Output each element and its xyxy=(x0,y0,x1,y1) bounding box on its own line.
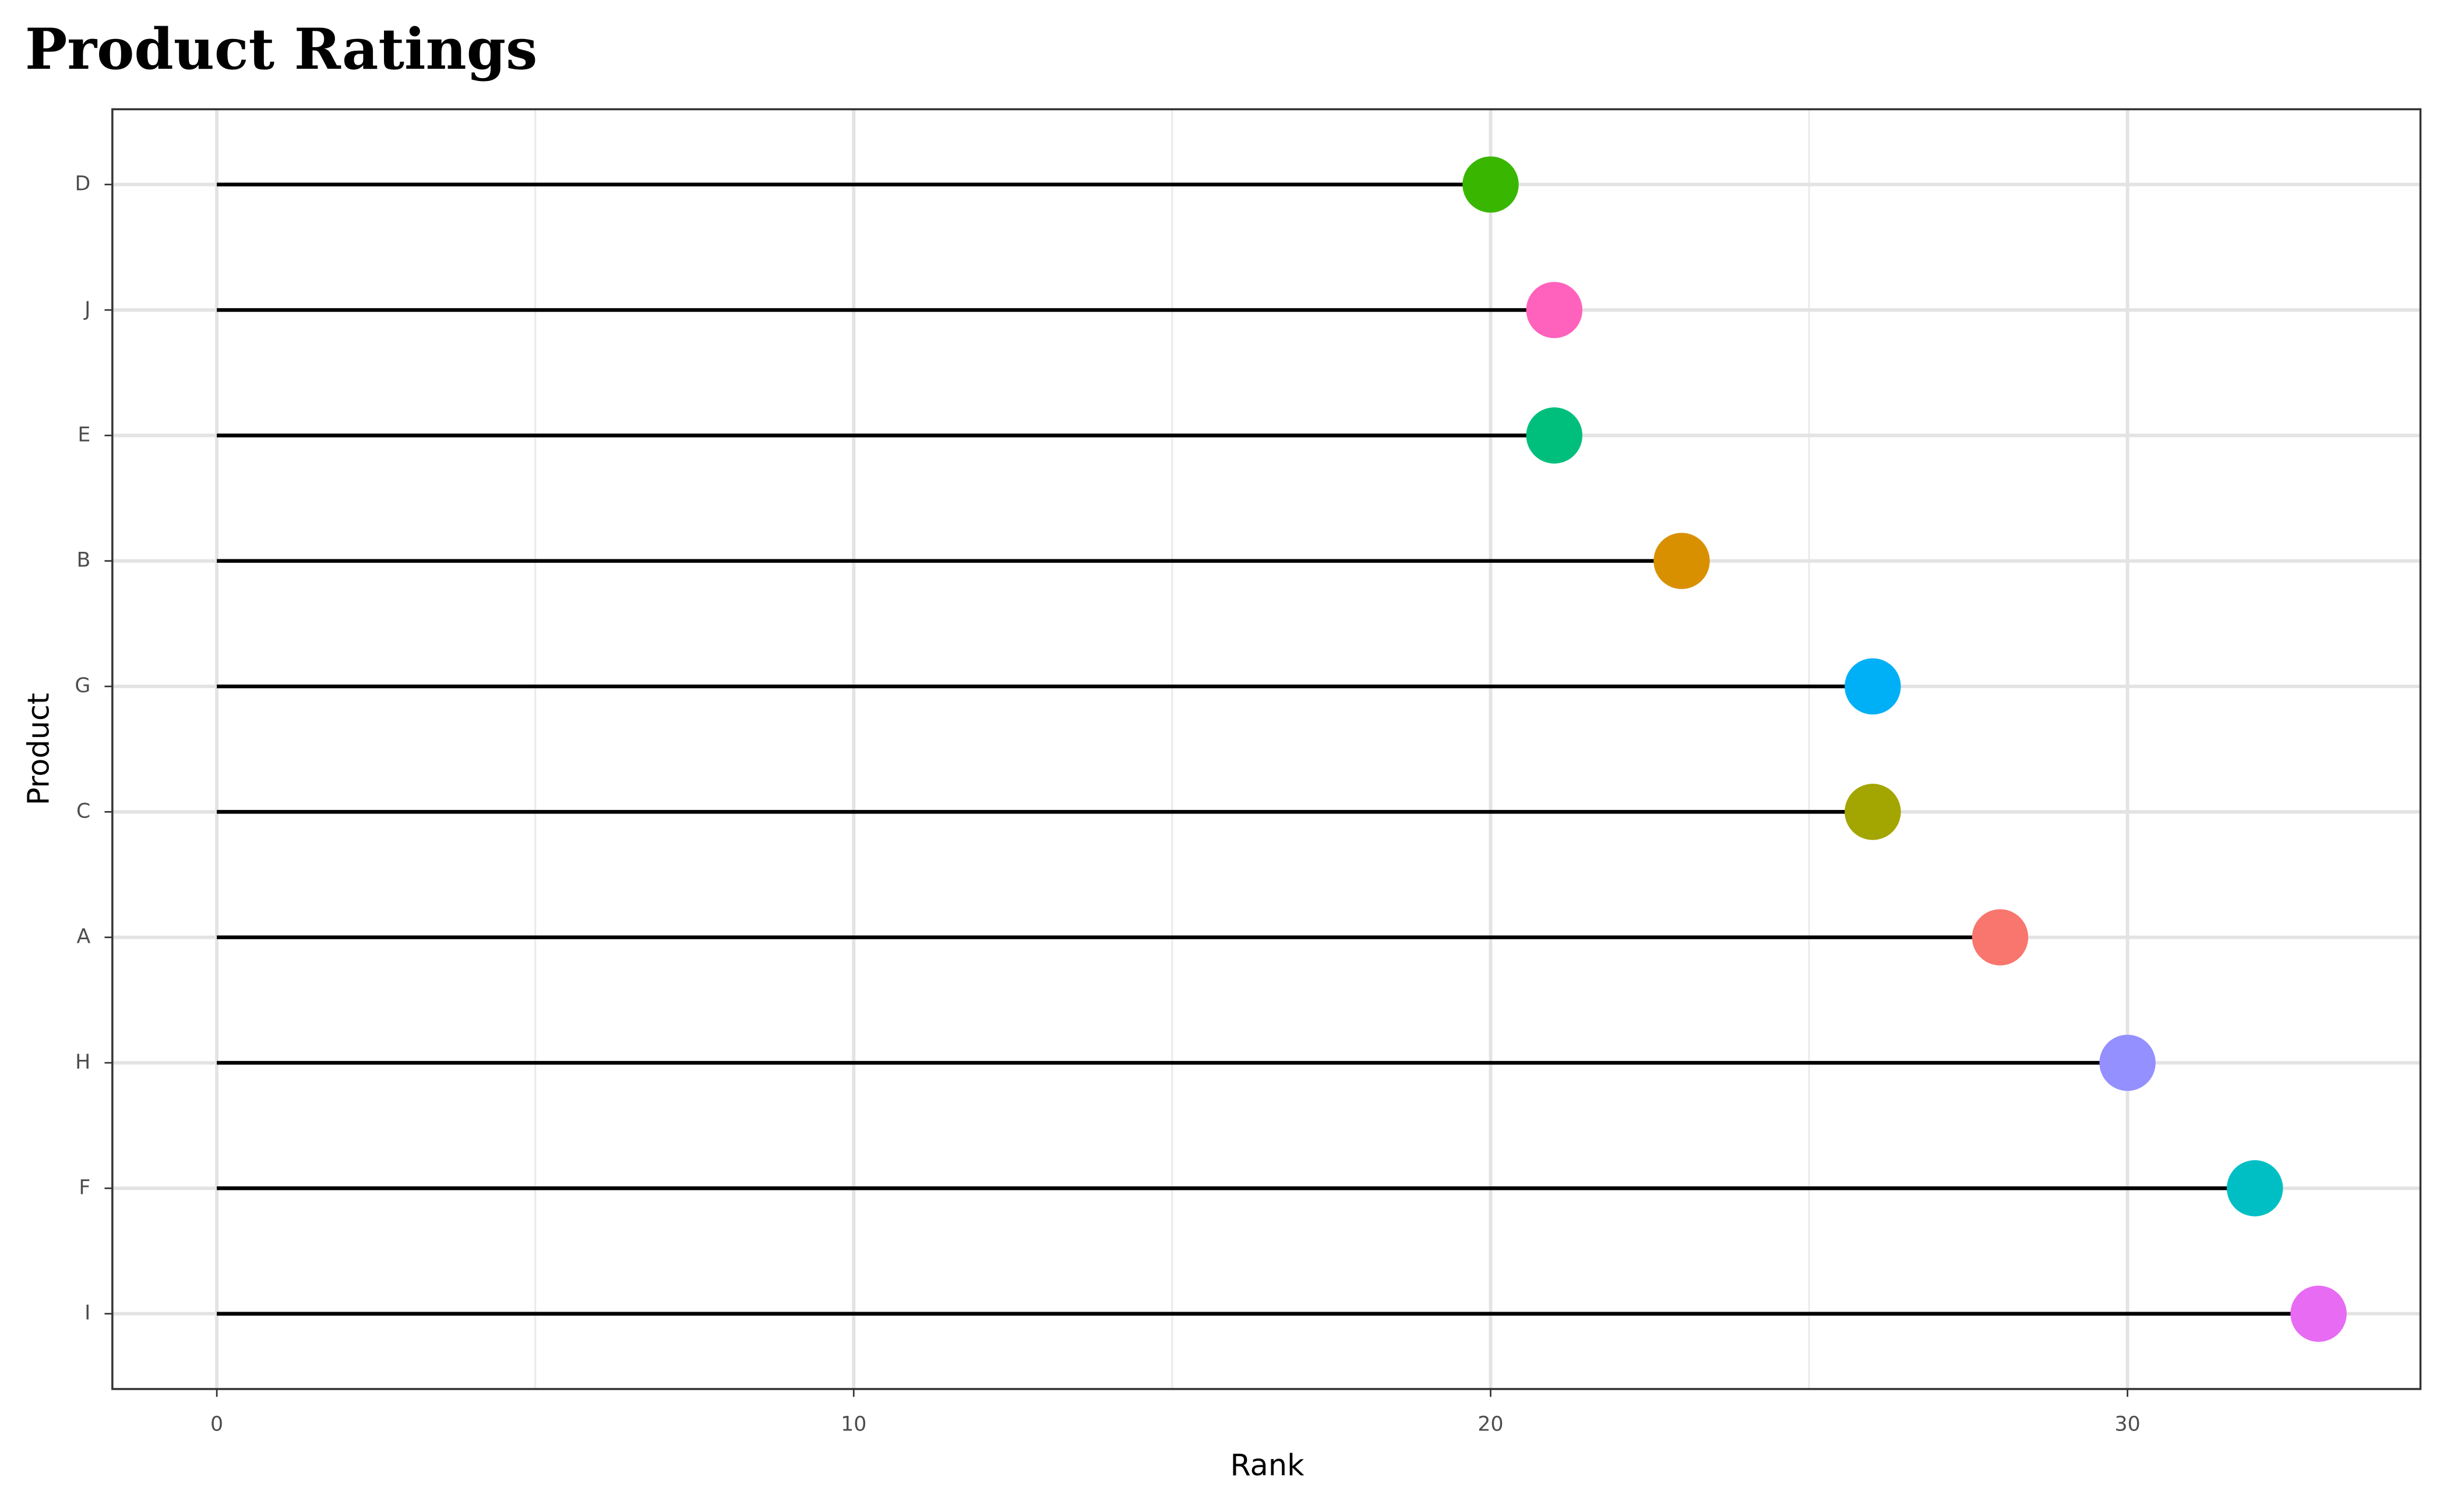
y-tick-label: D xyxy=(75,172,91,196)
y-tick-label: I xyxy=(84,1302,90,1325)
panel-border xyxy=(111,108,2422,1390)
lollipop-dot xyxy=(2290,1285,2347,1342)
y-tick-label: A xyxy=(77,925,91,949)
x-tick-label: 0 xyxy=(210,1413,223,1436)
lollipop-dot xyxy=(1526,281,1582,339)
y-tick-label: G xyxy=(75,674,90,697)
lollipop-dot xyxy=(1972,909,2029,965)
lollipop-dot xyxy=(2099,1034,2156,1091)
y-axis-title: Product xyxy=(22,693,57,805)
y-tick-label: B xyxy=(76,549,90,572)
x-tick-label: 30 xyxy=(2114,1413,2140,1436)
lollipop-dot xyxy=(1653,533,1710,589)
lollipop-dot xyxy=(2227,1160,2283,1217)
y-tick-label: C xyxy=(76,799,90,823)
y-tick-label: E xyxy=(77,423,90,446)
y-tick-label: J xyxy=(83,298,90,321)
y-tick-label: F xyxy=(79,1176,90,1199)
lollipop-dot xyxy=(1526,407,1582,464)
lollipop-dot xyxy=(1845,658,1901,715)
x-axis-title: Rank xyxy=(1230,1448,1304,1483)
chart-title: Product Ratings xyxy=(25,16,538,82)
x-tick-label: 20 xyxy=(1478,1413,1503,1436)
lollipop-dot xyxy=(1462,156,1519,213)
x-tick-label: 10 xyxy=(841,1413,866,1436)
y-tick-label: H xyxy=(75,1051,90,1074)
lollipop-dot xyxy=(1845,784,1901,840)
